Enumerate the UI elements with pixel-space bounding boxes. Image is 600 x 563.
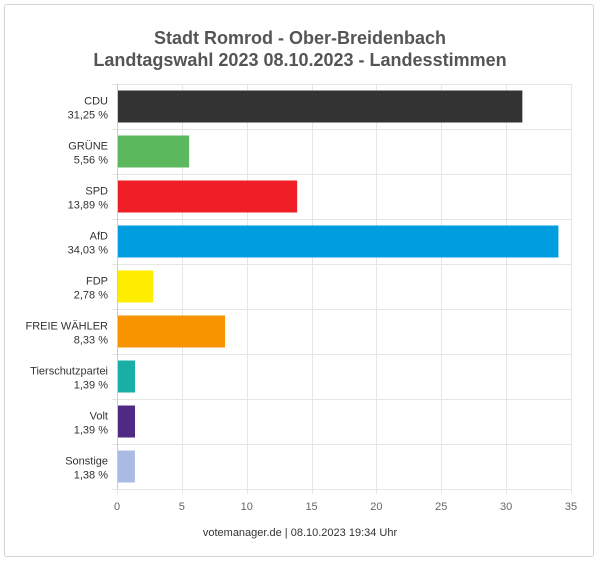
bar-fdp <box>118 270 154 303</box>
x-axis-ticks: 0 5 10 15 20 25 30 35 <box>114 501 577 513</box>
bar-freie-w-hler <box>118 315 226 348</box>
bar-afd <box>118 225 559 258</box>
x-tick-label: 10 <box>241 501 253 513</box>
category-label: FREIE WÄHLER <box>25 321 108 333</box>
value-label: 1,38 % <box>74 470 108 482</box>
category-label: GRÜNE <box>68 141 108 153</box>
value-label: 5,56 % <box>74 155 108 167</box>
value-label: 34,03 % <box>68 245 109 257</box>
chart-title: Stadt Romrod - Ober-Breidenbach <box>153 28 447 48</box>
category-label: CDU <box>84 96 108 108</box>
bar-volt <box>118 405 136 438</box>
chart-subtitle: Landtagswahl 2023 08.10.2023 - Landessti… <box>93 50 507 70</box>
category-labels: CDU 31,25 % GRÜNE 5,56 % SPD 13,89 % AfD 34,03 … <box>25 96 108 482</box>
bar-gr-ne <box>118 135 190 168</box>
x-tick-label: 0 <box>114 501 120 513</box>
grid <box>112 84 572 494</box>
value-label: 2,78 % <box>74 290 108 302</box>
category-label: Tierschutzpartei <box>30 366 108 378</box>
x-tick-label: 35 <box>565 501 577 513</box>
category-label: SPD <box>85 186 108 198</box>
bar-spd <box>118 180 298 213</box>
bar-tierschutzpartei <box>118 360 136 393</box>
x-tick-label: 20 <box>370 501 382 513</box>
value-label: 1,39 % <box>74 425 108 437</box>
category-label: FDP <box>86 276 108 288</box>
value-label: 8,33 % <box>74 335 108 347</box>
value-label: 31,25 % <box>68 110 109 122</box>
category-label: Sonstige <box>65 456 108 468</box>
value-label: 13,89 % <box>68 200 109 212</box>
bar-sonstige <box>118 450 135 483</box>
x-tick-label: 15 <box>305 501 317 513</box>
category-label: Volt <box>90 411 108 423</box>
chart-footer: votemanager.de | 08.10.2023 19:34 Uhr <box>202 527 398 539</box>
bars <box>118 90 559 483</box>
category-label: AfD <box>90 231 108 243</box>
x-tick-label: 5 <box>179 501 185 513</box>
bar-cdu <box>118 90 523 123</box>
x-tick-label: 25 <box>435 501 447 513</box>
value-label: 1,39 % <box>74 380 108 392</box>
x-tick-label: 30 <box>500 501 512 513</box>
